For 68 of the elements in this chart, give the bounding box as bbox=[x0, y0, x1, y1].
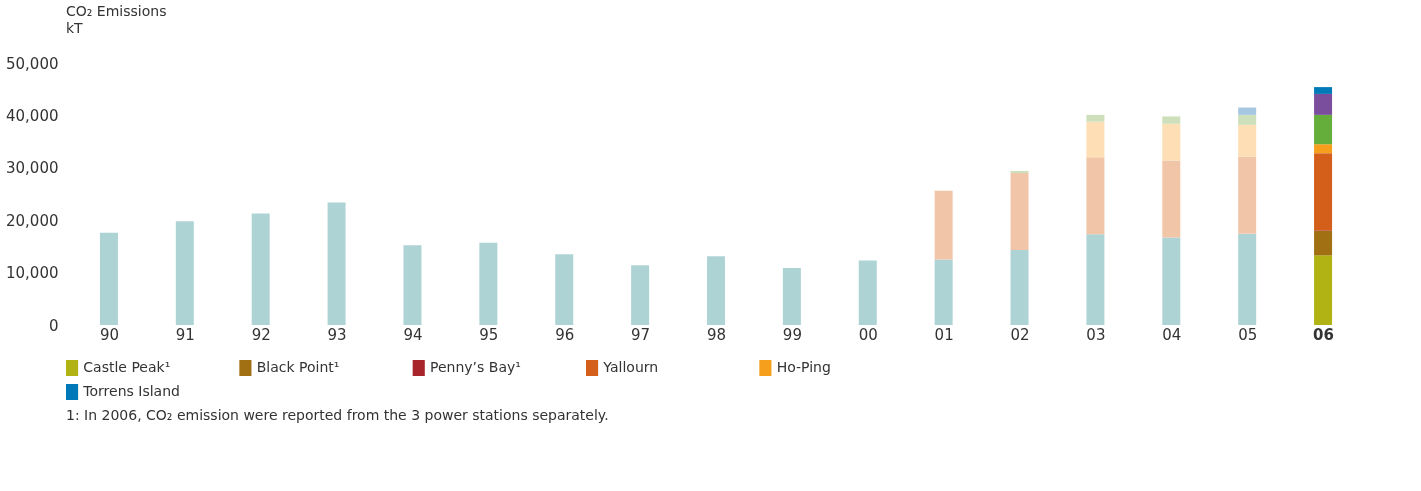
x-tick-label: 90 bbox=[99, 325, 119, 344]
x-tick-label: 94 bbox=[403, 325, 423, 344]
bar bbox=[99, 232, 118, 325]
bar bbox=[1086, 121, 1105, 158]
x-tick-label: 93 bbox=[327, 325, 347, 344]
y-tick-label: 0 bbox=[48, 316, 59, 335]
x-tick-label: 06 bbox=[1313, 325, 1334, 344]
legend-label: Yallourn bbox=[602, 359, 659, 375]
bar bbox=[1238, 107, 1257, 115]
bar bbox=[1238, 114, 1257, 125]
bar bbox=[1314, 87, 1333, 94]
bar bbox=[1238, 156, 1257, 234]
bar bbox=[1314, 255, 1333, 325]
chart-title: CO₂ Emissions bbox=[66, 3, 167, 19]
x-tick-label: 91 bbox=[175, 325, 195, 344]
text: 1: In 2006, CO₂ emission were reported from the 3 power stations separately. bbox=[66, 407, 609, 423]
bar bbox=[1162, 116, 1181, 124]
bar bbox=[1162, 237, 1181, 325]
x-tick-label: 98 bbox=[706, 325, 727, 344]
x-tick-label: 95 bbox=[479, 325, 499, 344]
x-tick-label: 03 bbox=[1086, 325, 1106, 344]
bar bbox=[1162, 123, 1181, 161]
bar bbox=[1010, 250, 1029, 325]
bar bbox=[327, 202, 346, 325]
y-tick-label: 50,000 bbox=[6, 54, 59, 73]
bar bbox=[1010, 170, 1029, 174]
bar bbox=[1010, 173, 1029, 251]
bar bbox=[782, 267, 801, 325]
bar bbox=[1314, 144, 1333, 154]
bar bbox=[555, 254, 574, 325]
bar bbox=[1314, 153, 1333, 231]
bar bbox=[1086, 157, 1105, 235]
y-tick-label: 10,000 bbox=[6, 264, 59, 283]
bar bbox=[1238, 233, 1257, 325]
bar bbox=[175, 221, 194, 325]
x-tick-label: 02 bbox=[1010, 325, 1030, 344]
x-tick-label: 00 bbox=[858, 325, 878, 344]
legend-label: Penny’s Bay¹ bbox=[430, 359, 521, 375]
y-tick-label: 40,000 bbox=[6, 106, 59, 125]
bar bbox=[1086, 234, 1105, 325]
x-tick-label: 92 bbox=[251, 325, 271, 344]
legend-label: Ho-Ping bbox=[776, 359, 831, 375]
bar bbox=[1314, 93, 1333, 115]
bar bbox=[1314, 230, 1333, 256]
legend-label: Castle Peak¹ bbox=[83, 359, 171, 375]
legend-label: Torrens Island bbox=[82, 383, 180, 399]
x-tick-label: 96 bbox=[555, 325, 575, 344]
bar bbox=[1238, 124, 1257, 157]
bar bbox=[631, 265, 650, 325]
bar bbox=[934, 190, 953, 260]
x-tick-label: 97 bbox=[631, 325, 651, 344]
bar bbox=[1162, 160, 1181, 238]
y-tick-label: 30,000 bbox=[6, 159, 59, 178]
bar bbox=[251, 213, 270, 325]
x-tick-label: 05 bbox=[1238, 325, 1258, 344]
bar bbox=[858, 260, 877, 325]
x-tick-label: 99 bbox=[782, 325, 802, 344]
y-tick-label: 20,000 bbox=[6, 211, 59, 230]
x-tick-label: 01 bbox=[934, 325, 954, 344]
legend-label: Black Point¹ bbox=[256, 359, 340, 375]
bar bbox=[479, 242, 498, 325]
bar bbox=[403, 245, 422, 325]
x-tick-label: 04 bbox=[1162, 325, 1182, 344]
bar bbox=[1086, 114, 1105, 122]
bar bbox=[1314, 114, 1333, 145]
y-axis-title: kT bbox=[66, 20, 84, 36]
bar bbox=[934, 259, 953, 325]
bar bbox=[707, 256, 725, 325]
